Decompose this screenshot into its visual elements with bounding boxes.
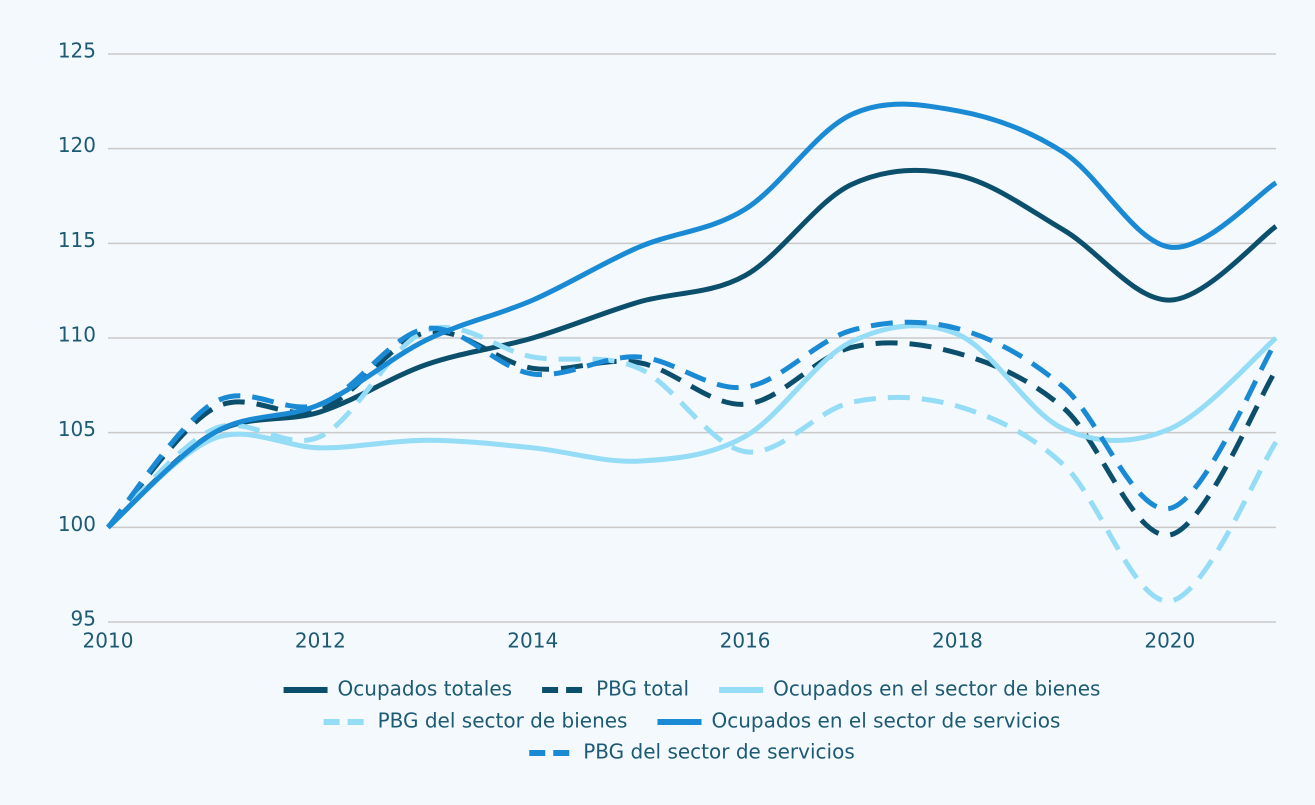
series-line xyxy=(106,167,1278,530)
series-line xyxy=(106,323,1278,530)
legend-label: PBG del sector de servicios xyxy=(583,740,854,764)
legend-label: PBG del sector de bienes xyxy=(378,709,628,733)
y-tick-label: 115 xyxy=(58,228,96,252)
y-tick-label: 95 xyxy=(71,607,96,631)
y-tick-label: 105 xyxy=(58,417,96,441)
x-tick-label: 2016 xyxy=(720,629,771,653)
legend-label: Ocupados en el sector de servicios xyxy=(711,709,1060,733)
y-tick-label: 110 xyxy=(58,323,96,347)
x-tick-label: 2010 xyxy=(83,629,134,653)
y-tick-label: 125 xyxy=(58,39,96,63)
legend-label: Ocupados totales xyxy=(338,677,513,701)
series-line xyxy=(106,319,1279,529)
series-line xyxy=(106,324,1279,604)
x-tick-label: 2012 xyxy=(295,629,346,653)
y-tick-label: 100 xyxy=(58,512,96,536)
legend-label: PBG total xyxy=(596,677,689,701)
x-tick-label: 2014 xyxy=(507,629,558,653)
x-tick-label: 2020 xyxy=(1144,629,1195,653)
series-line xyxy=(106,328,1279,538)
series-line xyxy=(106,101,1278,530)
legend-label: Ocupados en el sector de bienes xyxy=(773,677,1100,701)
x-tick-label: 2018 xyxy=(932,629,983,653)
y-tick-label: 120 xyxy=(58,133,96,157)
